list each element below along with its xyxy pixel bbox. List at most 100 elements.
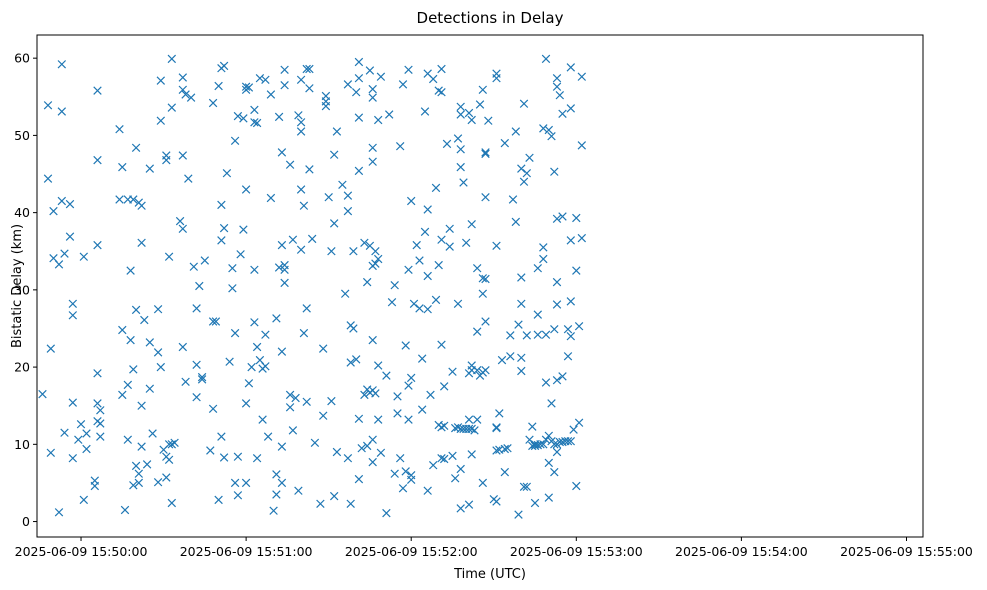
data-point: [497, 355, 507, 365]
data-point: [417, 405, 427, 414]
data-point: [481, 149, 490, 159]
data-point: [206, 446, 215, 455]
data-point: [423, 486, 432, 495]
data-point: [140, 315, 149, 325]
data-point: [511, 127, 521, 136]
data-point: [519, 177, 529, 186]
data-point: [164, 440, 174, 449]
data-point: [365, 66, 375, 75]
data-point: [495, 409, 504, 418]
y-tick-label: 60: [14, 51, 30, 66]
data-point: [428, 460, 438, 470]
data-point: [145, 338, 155, 347]
data-point: [272, 490, 281, 499]
data-point: [360, 390, 369, 400]
data-point: [200, 256, 210, 265]
data-point: [57, 60, 67, 69]
data-point: [120, 505, 130, 515]
data-point: [241, 399, 251, 408]
data-point: [217, 432, 226, 441]
data-point: [208, 98, 218, 108]
data-point: [420, 107, 430, 116]
data-point: [398, 484, 408, 493]
data-point: [398, 80, 408, 89]
data-point: [517, 366, 526, 376]
data-point: [233, 491, 243, 500]
data-point: [354, 166, 364, 176]
data-point: [277, 240, 287, 250]
data-point: [338, 180, 347, 190]
data-point: [340, 289, 350, 298]
data-point: [368, 335, 377, 345]
data-point: [134, 469, 144, 478]
data-point: [453, 299, 463, 309]
data-point: [68, 299, 78, 309]
data-point: [552, 214, 562, 224]
data-point: [192, 304, 201, 313]
data-point: [395, 141, 405, 151]
data-point: [241, 478, 251, 488]
data-point: [522, 331, 532, 340]
data-point: [294, 111, 303, 120]
data-point: [541, 330, 551, 339]
data-point: [519, 482, 529, 492]
data-point: [148, 429, 157, 438]
data-point: [167, 103, 177, 112]
data-point: [439, 454, 449, 464]
data-point: [327, 396, 336, 406]
data-point: [544, 458, 554, 468]
data-point: [156, 116, 166, 125]
data-point: [60, 249, 69, 258]
data-point: [558, 212, 567, 221]
data-point: [351, 355, 361, 364]
data-point: [552, 300, 562, 309]
data-point: [156, 362, 166, 372]
data-point: [373, 254, 383, 264]
data-point: [162, 473, 171, 482]
data-point: [503, 443, 512, 453]
data-point: [153, 304, 163, 314]
data-point: [500, 467, 510, 477]
data-point: [318, 411, 328, 420]
data-point: [456, 504, 465, 513]
data-point: [68, 453, 78, 463]
data-point: [137, 442, 146, 451]
data-point: [178, 342, 188, 352]
data-point: [197, 372, 207, 382]
data-point: [305, 64, 314, 74]
data-point: [192, 360, 201, 370]
data-point: [307, 234, 317, 244]
data-point: [118, 325, 127, 335]
data-point: [129, 195, 138, 204]
data-point: [492, 497, 501, 506]
data-point: [484, 116, 493, 125]
data-point: [178, 224, 188, 234]
data-point: [437, 340, 446, 349]
y-tick-label: 0: [22, 514, 30, 529]
x-tick-label: 2025-06-09 15:54:00: [675, 544, 808, 559]
data-point: [373, 415, 383, 424]
data-point: [437, 453, 446, 463]
data-point: [544, 493, 554, 502]
data-point: [371, 389, 380, 398]
data-point: [230, 136, 240, 146]
data-point: [354, 474, 364, 484]
data-point: [368, 93, 377, 102]
data-point: [261, 75, 270, 85]
data-point: [346, 499, 355, 509]
y-axis-label: Bistatic Delay (km): [10, 224, 25, 348]
data-point: [539, 243, 548, 252]
data-point: [406, 470, 416, 480]
data-point: [277, 478, 287, 488]
data-point: [541, 378, 551, 387]
data-point: [321, 101, 331, 111]
y-tick-label: 50: [14, 128, 30, 143]
data-point: [437, 235, 446, 244]
data-point: [481, 148, 490, 157]
data-point: [285, 403, 295, 412]
data-point: [514, 510, 523, 519]
data-point: [296, 75, 306, 85]
data-point: [354, 73, 364, 83]
data-point: [387, 297, 397, 307]
y-tick-label: 10: [14, 437, 30, 452]
